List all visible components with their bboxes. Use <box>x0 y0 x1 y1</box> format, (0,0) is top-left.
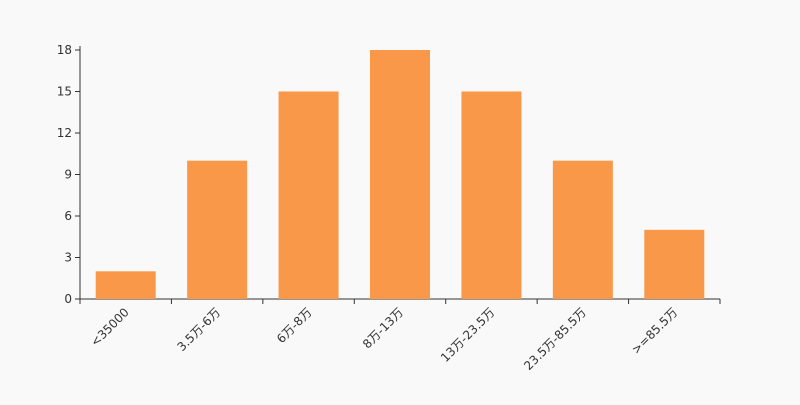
bar-0 <box>95 271 156 299</box>
x-tick-label: 23.5万-85.5万 <box>521 305 589 373</box>
x-tick-label: <35000 <box>88 305 132 349</box>
x-tick-label: 8万-13万 <box>360 305 406 351</box>
y-tick-label: 6 <box>64 209 72 223</box>
x-tick-label: >=85.5万 <box>629 305 681 357</box>
bar-2 <box>278 91 339 299</box>
x-tick-label: 13万-23.5万 <box>438 305 498 365</box>
y-tick-label: 0 <box>64 292 72 306</box>
y-tick-label: 15 <box>57 85 72 99</box>
bar-6 <box>644 229 705 299</box>
bar-1 <box>187 160 248 299</box>
bar-3 <box>370 50 430 299</box>
x-tick-label: 3.5万-6万 <box>174 305 223 354</box>
y-tick-label: 9 <box>64 168 72 182</box>
y-tick-label: 3 <box>64 251 72 265</box>
y-tick-label: 18 <box>57 43 72 57</box>
x-tick-label: 6万-8万 <box>274 305 315 346</box>
y-tick-label: 12 <box>57 126 72 140</box>
bar-4 <box>461 91 522 299</box>
bar-5 <box>552 160 613 299</box>
